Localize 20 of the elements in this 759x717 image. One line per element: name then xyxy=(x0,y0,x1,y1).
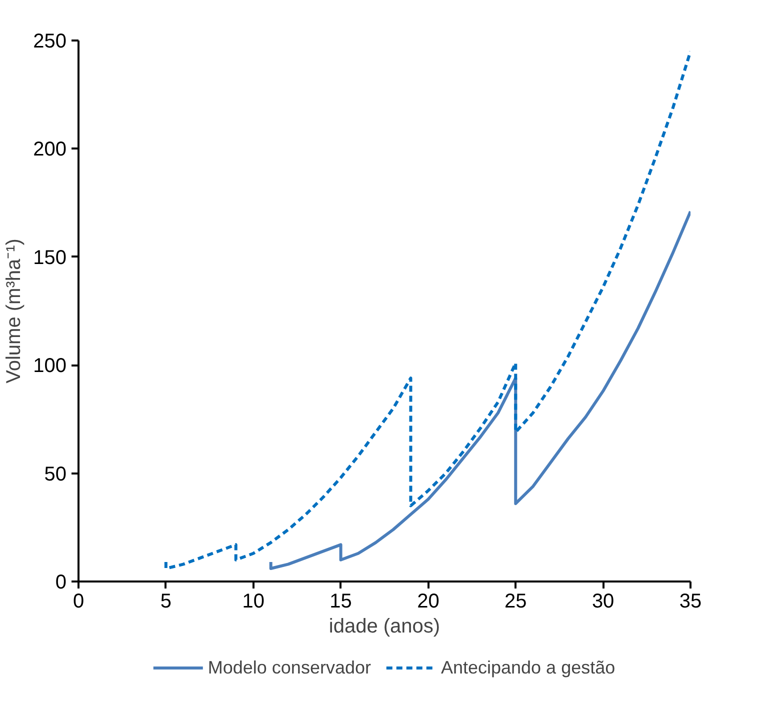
y-tick-label: 150 xyxy=(33,246,67,269)
x-axis-title: idade (anos) xyxy=(328,616,440,638)
x-tick-label: 35 xyxy=(679,590,702,612)
line-series xyxy=(269,210,690,570)
line-series xyxy=(164,50,690,570)
x-tick-label: 20 xyxy=(417,590,440,612)
x-tick-label: 25 xyxy=(504,590,527,612)
y-tick-label: 100 xyxy=(33,355,67,378)
x-tick-label: 15 xyxy=(330,590,352,612)
y-axis-title: Volume (m³ha⁻¹) xyxy=(3,238,26,384)
legend-label: Modelo conservador xyxy=(208,657,371,678)
x-tick-label: 10 xyxy=(242,590,264,612)
legend-label: Antecipando a gestão xyxy=(440,657,616,678)
y-tick-label: 200 xyxy=(33,138,67,161)
x-tick-label: 0 xyxy=(72,590,84,612)
x-tick-label: 5 xyxy=(160,590,172,612)
y-tick-label: 250 xyxy=(33,30,67,52)
y-tick-label: 0 xyxy=(55,572,66,594)
y-tick-label: 50 xyxy=(44,463,67,486)
x-tick-label: 30 xyxy=(592,590,614,612)
